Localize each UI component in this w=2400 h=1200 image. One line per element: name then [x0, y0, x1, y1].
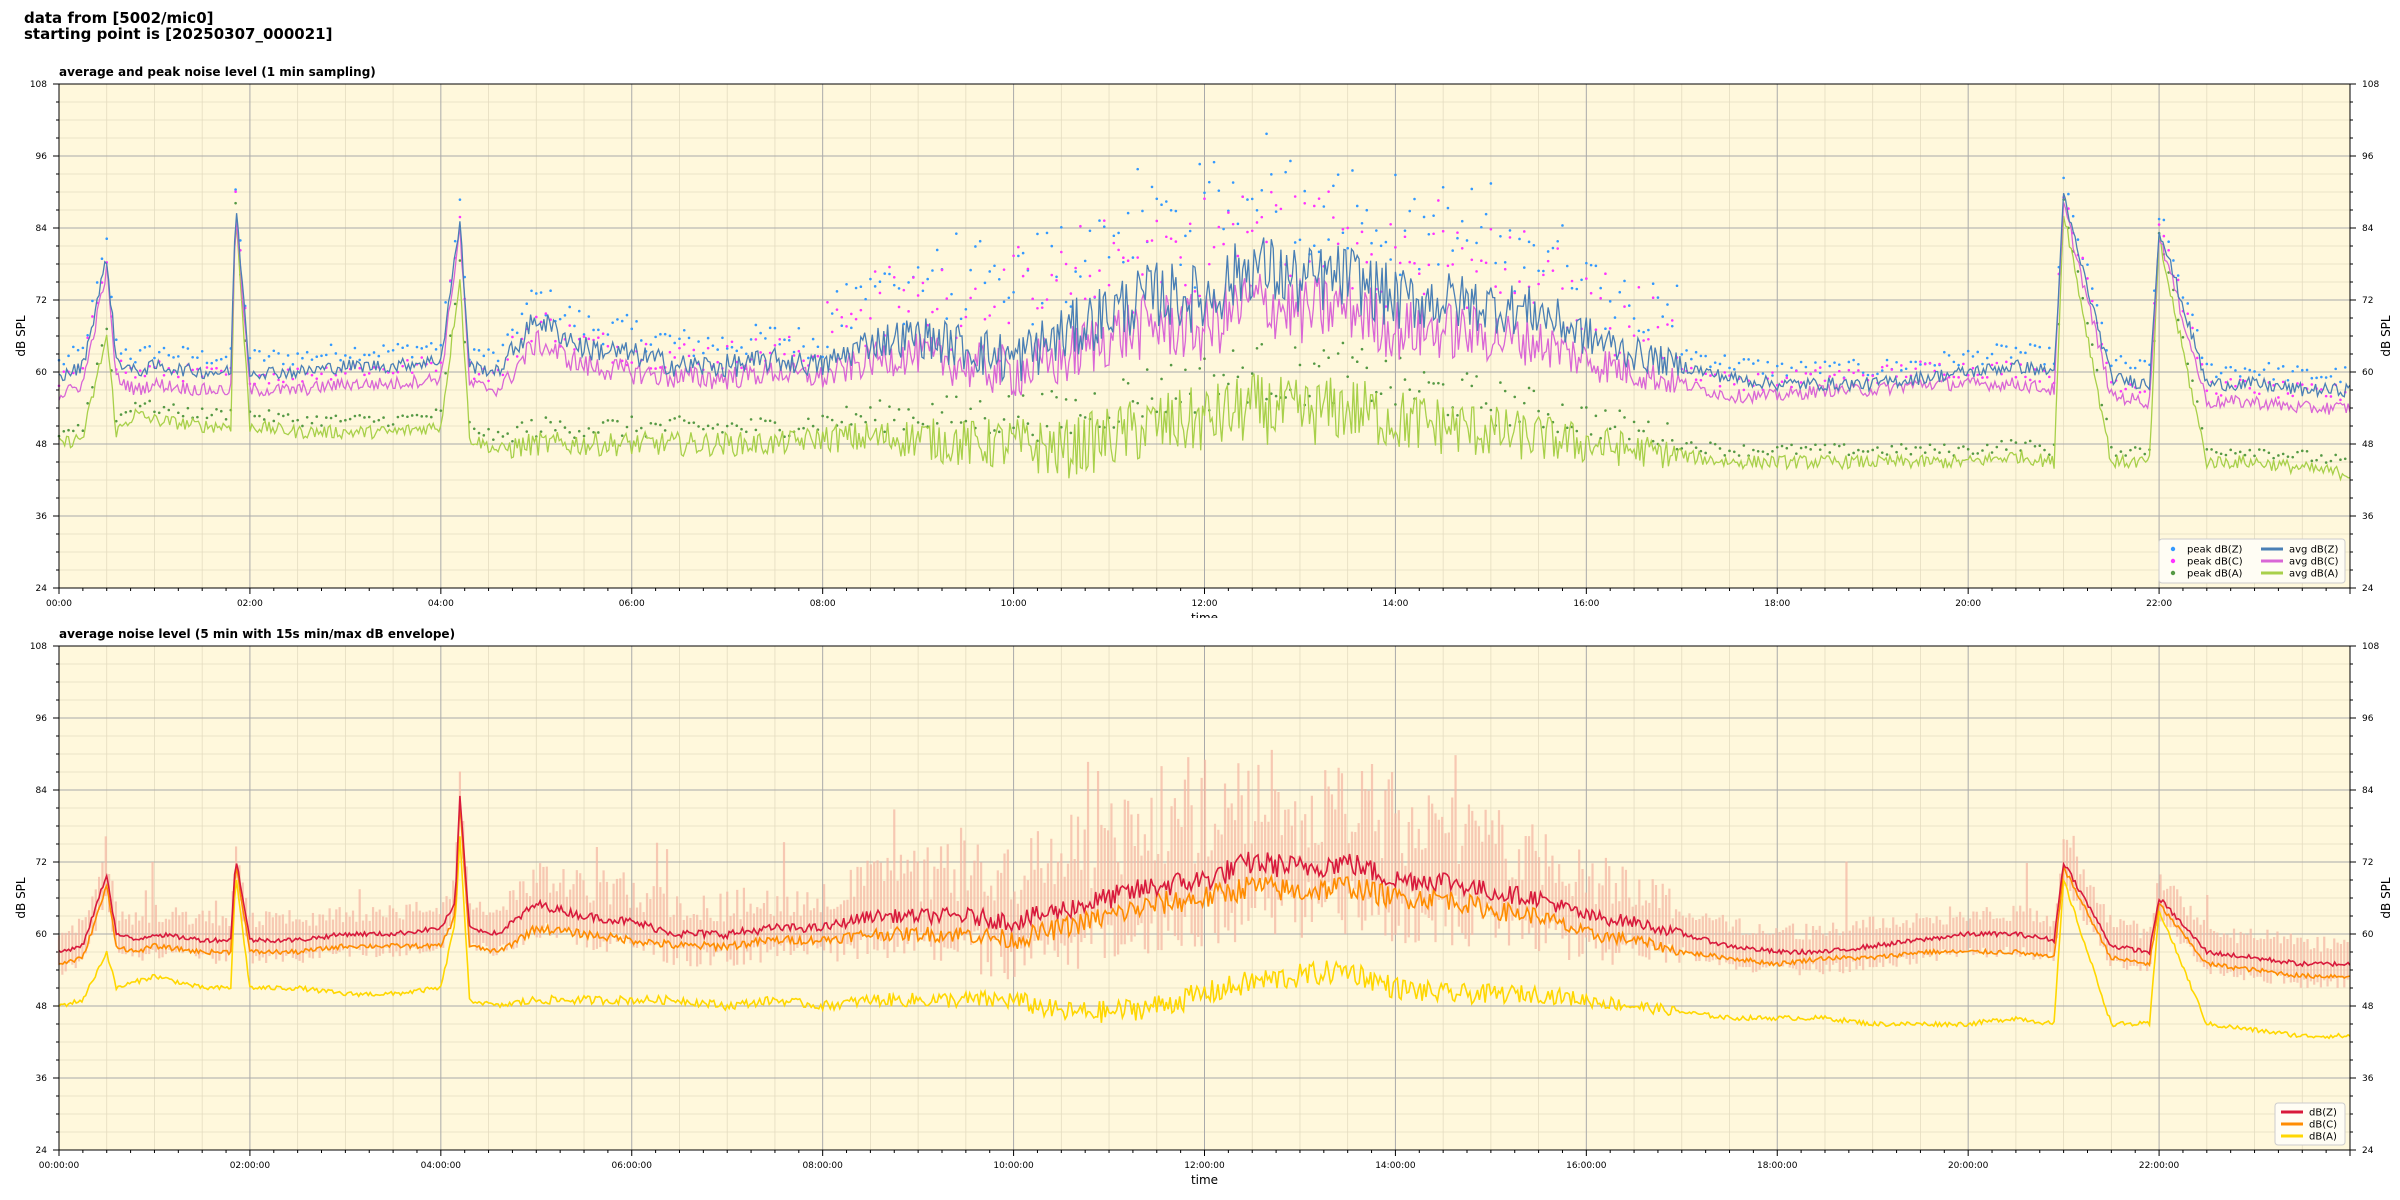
legend-label: peak dB(A)	[2187, 569, 2243, 580]
y-tick-label: 36	[36, 1074, 48, 1084]
y-tick-label: 84	[36, 786, 48, 796]
y-tick-label-right: 84	[2362, 786, 2374, 796]
chart-title: average noise level (5 min with 15s min/…	[59, 627, 455, 641]
y-tick-label-right: 60	[2362, 930, 2374, 940]
plot-frame	[58, 83, 2351, 589]
x-tick-label: 18:00:00	[1757, 1161, 1798, 1171]
y-tick-label-right: 108	[2362, 80, 2379, 90]
y-tick-label-right: 48	[2362, 440, 2374, 450]
x-tick-label: 00:00:00	[39, 1161, 80, 1171]
series-line-z	[58, 193, 2351, 399]
y-tick-label: 72	[36, 296, 47, 306]
legend-label: dB(Z)	[2309, 1108, 2337, 1119]
x-tick-label: 06:00	[619, 599, 645, 609]
y-tick-label: 24	[36, 584, 48, 594]
page-header: data from [5002/mic0] starting point is …	[24, 10, 332, 42]
series-line-c	[58, 800, 2351, 980]
x-tick-label: 22:00	[2146, 599, 2172, 609]
y-tick-label: 60	[36, 930, 48, 940]
y-tick-label-right: 96	[2362, 152, 2374, 162]
y-tick-label-right: 60	[2362, 368, 2374, 378]
legend-label: avg dB(Z)	[2289, 545, 2339, 556]
x-tick-label: 04:00	[428, 599, 454, 609]
x-tick-label: 06:00:00	[612, 1161, 653, 1171]
y-tick-label: 60	[36, 368, 48, 378]
legend-label: peak dB(C)	[2187, 557, 2243, 568]
y-tick-label: 96	[36, 152, 48, 162]
y-axis-label-right: dB SPL	[2379, 315, 2393, 357]
legend-label: dB(C)	[2309, 1120, 2337, 1131]
header-start: starting point is [20250307_000021]	[24, 25, 333, 43]
plot-frame	[58, 645, 2351, 1151]
y-tick-label: 24	[36, 1146, 48, 1156]
legend-box	[2158, 538, 2346, 584]
y-tick-label: 84	[36, 224, 48, 234]
legend-label: dB(A)	[2309, 1132, 2337, 1143]
y-tick-label: 36	[36, 512, 48, 522]
y-tick-label: 108	[30, 80, 47, 90]
y-tick-label-right: 72	[2362, 296, 2373, 306]
y-tick-label: 108	[30, 642, 47, 652]
x-tick-label: 14:00	[1382, 599, 1408, 609]
legend-label: avg dB(C)	[2289, 557, 2339, 568]
x-axis-label: time	[1191, 1173, 1218, 1187]
legend-marker	[2170, 546, 2176, 552]
x-tick-label: 20:00:00	[1948, 1161, 1989, 1171]
y-tick-label: 96	[36, 714, 48, 724]
legend-marker	[2170, 558, 2176, 564]
chart-bottom: 24 24 36 36 48 48 60 60 72 72 84 84 96 96 108 108 00:00:…	[14, 627, 2393, 1187]
x-tick-label: 08:00:00	[802, 1161, 843, 1171]
header-source: data from [5002/mic0]	[24, 9, 214, 27]
legend-label: peak dB(Z)	[2187, 545, 2243, 556]
y-axis-label: dB SPL	[14, 315, 28, 357]
y-tick-label: 48	[36, 440, 48, 450]
y-tick-label-right: 108	[2362, 642, 2379, 652]
x-tick-label: 12:00	[1192, 599, 1218, 609]
x-tick-label: 08:00	[810, 599, 836, 609]
series-line-a	[58, 215, 2351, 482]
y-tick-label: 72	[36, 858, 47, 868]
x-tick-label: 02:00:00	[230, 1161, 271, 1171]
x-tick-label: 14:00:00	[1375, 1161, 1416, 1171]
x-tick-label: 10:00:00	[993, 1161, 1034, 1171]
x-tick-label: 02:00	[237, 599, 263, 609]
x-tick-label: 04:00:00	[421, 1161, 462, 1171]
y-tick-label-right: 72	[2362, 858, 2373, 868]
series-line-z	[58, 795, 2351, 968]
y-tick-label-right: 48	[2362, 1002, 2374, 1012]
x-tick-label: 18:00	[1764, 599, 1790, 609]
series-line-a	[58, 836, 2351, 1040]
x-tick-label: 20:00	[1955, 599, 1981, 609]
x-tick-label: 12:00:00	[1184, 1161, 1225, 1171]
legend: dB(Z)dB(C)dB(A)	[2274, 1102, 2346, 1146]
legend-marker	[2170, 570, 2176, 576]
y-tick-label-right: 24	[2362, 584, 2374, 594]
y-tick-label-right: 36	[2362, 1074, 2374, 1084]
x-tick-label: 22:00:00	[2139, 1161, 2180, 1171]
y-tick-label-right: 84	[2362, 224, 2374, 234]
x-tick-label: 10:00	[1001, 599, 1027, 609]
x-tick-label: 16:00:00	[1566, 1161, 1607, 1171]
y-axis-label: dB SPL	[14, 877, 28, 919]
legend: peak dB(Z) avg dB(Z) peak dB(C) avg dB(C) pe…	[2158, 538, 2346, 584]
y-tick-label-right: 24	[2362, 1146, 2374, 1156]
x-tick-label: 00:00	[46, 599, 72, 609]
x-tick-label: 16:00	[1573, 599, 1599, 609]
x-axis-label: time	[1191, 611, 1218, 618]
y-tick-label-right: 96	[2362, 714, 2374, 724]
y-axis-label-right: dB SPL	[2379, 877, 2393, 919]
series-line-c	[58, 202, 2351, 415]
chart-title: average and peak noise level (1 min samp…	[59, 65, 376, 79]
chart-top: 24 24 36 36 48 48 60 60 72 72 84 84 96 96 108 108 00:00 0…	[14, 65, 2393, 618]
y-tick-label-right: 36	[2362, 512, 2374, 522]
y-tick-label: 48	[36, 1002, 48, 1012]
legend-label: avg dB(A)	[2289, 569, 2339, 580]
